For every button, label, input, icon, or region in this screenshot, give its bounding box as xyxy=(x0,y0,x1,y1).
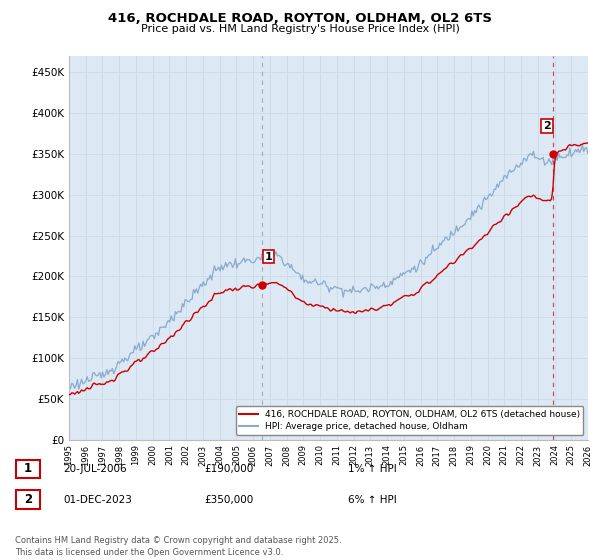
Text: Contains HM Land Registry data © Crown copyright and database right 2025.
This d: Contains HM Land Registry data © Crown c… xyxy=(15,536,341,557)
Text: 1% ↑ HPI: 1% ↑ HPI xyxy=(348,464,397,474)
FancyBboxPatch shape xyxy=(16,491,40,508)
Legend: 416, ROCHDALE ROAD, ROYTON, OLDHAM, OL2 6TS (detached house), HPI: Average price: 416, ROCHDALE ROAD, ROYTON, OLDHAM, OL2 … xyxy=(236,406,583,435)
Text: Price paid vs. HM Land Registry's House Price Index (HPI): Price paid vs. HM Land Registry's House … xyxy=(140,24,460,34)
Text: 1: 1 xyxy=(265,251,272,262)
Text: £350,000: £350,000 xyxy=(204,494,253,505)
Text: 2: 2 xyxy=(543,121,551,131)
Text: 2: 2 xyxy=(24,493,32,506)
Text: 01-DEC-2023: 01-DEC-2023 xyxy=(63,494,132,505)
Text: £190,000: £190,000 xyxy=(204,464,253,474)
Text: 416, ROCHDALE ROAD, ROYTON, OLDHAM, OL2 6TS: 416, ROCHDALE ROAD, ROYTON, OLDHAM, OL2 … xyxy=(108,12,492,25)
Text: 20-JUL-2006: 20-JUL-2006 xyxy=(63,464,127,474)
FancyBboxPatch shape xyxy=(16,460,40,478)
Text: 1: 1 xyxy=(24,462,32,475)
Text: 6% ↑ HPI: 6% ↑ HPI xyxy=(348,494,397,505)
